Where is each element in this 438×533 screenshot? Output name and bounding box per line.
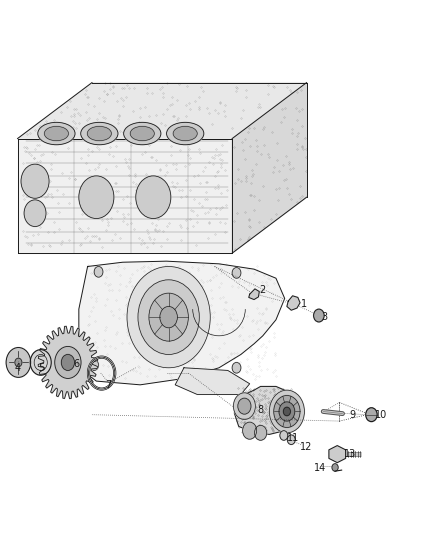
Circle shape xyxy=(243,422,257,439)
Circle shape xyxy=(15,358,22,367)
Circle shape xyxy=(6,348,31,377)
Circle shape xyxy=(21,164,49,198)
Circle shape xyxy=(332,464,338,471)
Circle shape xyxy=(280,431,288,440)
Polygon shape xyxy=(18,83,307,139)
Polygon shape xyxy=(38,326,98,399)
Circle shape xyxy=(254,425,267,440)
Ellipse shape xyxy=(81,123,118,145)
Circle shape xyxy=(94,266,103,277)
Circle shape xyxy=(233,393,255,419)
Circle shape xyxy=(55,346,81,378)
Text: 2: 2 xyxy=(260,286,266,295)
Polygon shape xyxy=(329,446,346,463)
Polygon shape xyxy=(18,139,232,253)
Text: 7: 7 xyxy=(106,380,112,390)
Polygon shape xyxy=(287,296,300,310)
Circle shape xyxy=(127,266,210,368)
Text: 1: 1 xyxy=(301,299,307,309)
Circle shape xyxy=(232,268,241,278)
Ellipse shape xyxy=(173,126,197,141)
Circle shape xyxy=(160,306,177,328)
Circle shape xyxy=(24,200,46,227)
Circle shape xyxy=(269,390,304,433)
Circle shape xyxy=(138,280,199,354)
Ellipse shape xyxy=(38,123,75,145)
Circle shape xyxy=(149,293,188,341)
Text: 12: 12 xyxy=(300,442,313,451)
Circle shape xyxy=(90,360,99,370)
Circle shape xyxy=(274,395,300,427)
Text: 14: 14 xyxy=(314,463,326,473)
Text: 6: 6 xyxy=(74,359,80,368)
Polygon shape xyxy=(175,368,250,394)
Text: 9: 9 xyxy=(350,410,356,419)
Ellipse shape xyxy=(44,126,68,141)
Circle shape xyxy=(238,398,251,414)
Circle shape xyxy=(136,176,171,219)
Ellipse shape xyxy=(124,123,161,145)
Text: 4: 4 xyxy=(14,363,21,373)
Circle shape xyxy=(232,362,241,373)
Ellipse shape xyxy=(166,123,204,145)
Circle shape xyxy=(366,408,377,422)
Circle shape xyxy=(283,407,290,416)
Text: 11: 11 xyxy=(287,433,300,443)
Polygon shape xyxy=(79,261,285,385)
Polygon shape xyxy=(232,83,307,253)
Polygon shape xyxy=(249,289,259,300)
Text: 10: 10 xyxy=(375,410,387,419)
Ellipse shape xyxy=(130,126,154,141)
Circle shape xyxy=(279,402,295,421)
Text: 13: 13 xyxy=(344,449,357,459)
Circle shape xyxy=(314,309,324,322)
Circle shape xyxy=(61,354,74,370)
Polygon shape xyxy=(234,386,293,434)
Ellipse shape xyxy=(87,126,111,141)
Text: 3: 3 xyxy=(321,312,327,322)
Text: 8: 8 xyxy=(258,406,264,415)
Circle shape xyxy=(30,350,51,375)
Circle shape xyxy=(287,435,295,445)
Text: 5: 5 xyxy=(39,363,45,373)
Circle shape xyxy=(79,176,114,219)
